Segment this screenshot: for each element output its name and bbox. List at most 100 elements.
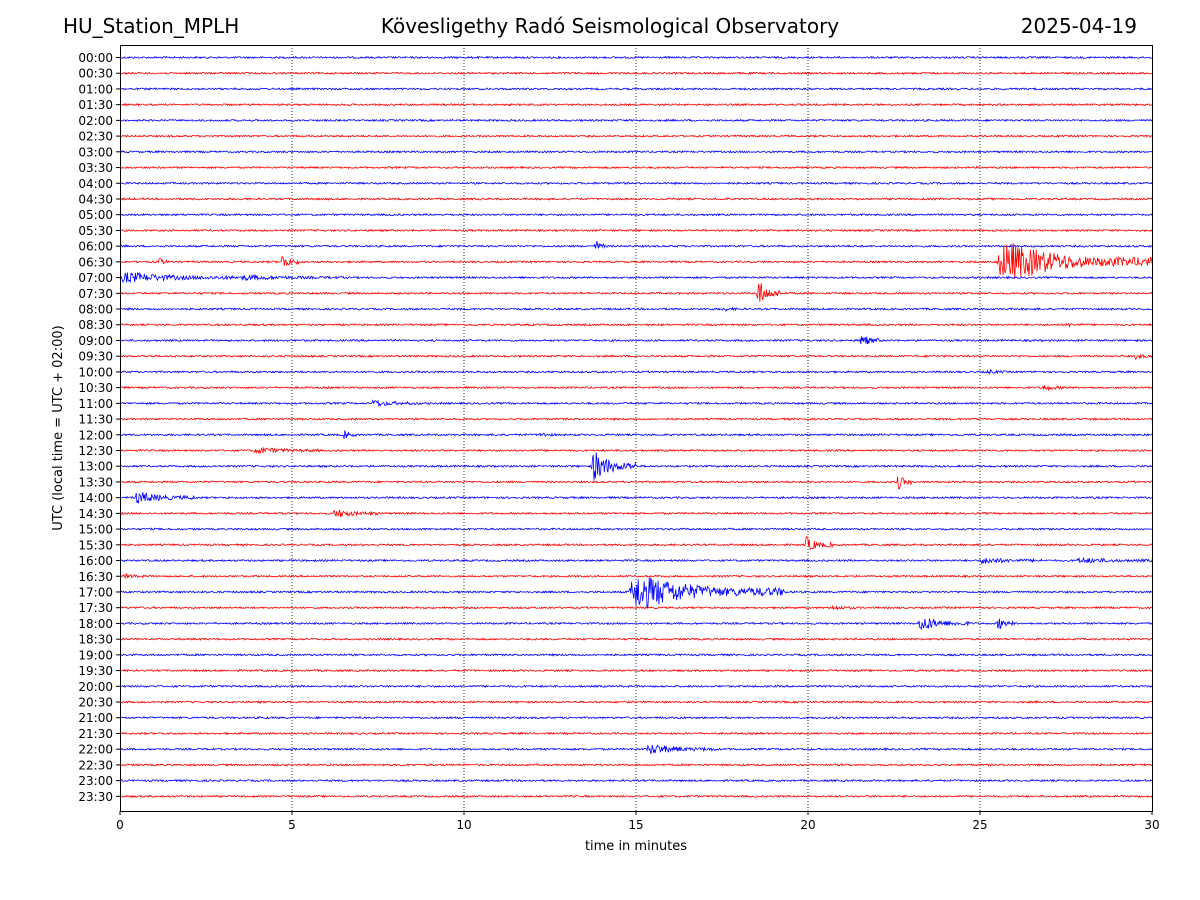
y-tick-label: 01:30 — [78, 98, 113, 112]
trace-1400 — [119, 492, 1153, 504]
y-tick-label: 08:00 — [78, 303, 113, 317]
y-tick-label: 05:30 — [78, 224, 113, 238]
y-tick-label: 15:30 — [78, 538, 113, 552]
trace-0630 — [119, 243, 1153, 279]
y-tick-label: 04:00 — [78, 177, 113, 191]
y-tick-label: 15:00 — [78, 523, 113, 537]
y-tick-label: 07:00 — [78, 271, 113, 285]
trace-1600 — [119, 556, 1153, 565]
trace-0930 — [119, 353, 1153, 361]
trace-2000 — [119, 684, 1153, 689]
trace-1930 — [119, 668, 1153, 673]
y-tick-label: 07:30 — [78, 287, 113, 301]
trace-2200 — [119, 744, 1153, 755]
x-tick-label: 30 — [1144, 818, 1159, 832]
y-tick-label: 06:30 — [78, 255, 113, 269]
trace-1030 — [119, 385, 1153, 392]
trace-1800 — [119, 617, 1153, 631]
trace-0130 — [119, 102, 1153, 107]
trace-0000 — [119, 55, 1153, 60]
y-tick-label: 00:00 — [78, 51, 113, 65]
x-tick-label: 15 — [628, 818, 643, 832]
seismic-traces — [119, 55, 1153, 799]
y-tick-label: 14:30 — [78, 507, 113, 521]
trace-1630 — [119, 572, 1153, 579]
trace-2100 — [119, 715, 1153, 720]
y-tick-label: 12:30 — [78, 444, 113, 458]
y-tick-label: 13:30 — [78, 475, 113, 489]
y-tick-label: 09:00 — [78, 334, 113, 348]
y-tick-label: 17:00 — [78, 585, 113, 599]
trace-1500 — [119, 527, 1153, 531]
y-tick-label: 12:00 — [78, 428, 113, 442]
trace-2130 — [119, 731, 1153, 736]
y-tick-label: 02:30 — [78, 130, 113, 144]
trace-0900 — [119, 336, 1153, 345]
trace-1830 — [119, 637, 1153, 642]
trace-0700 — [119, 271, 1153, 284]
y-tick-label: 00:30 — [78, 67, 113, 81]
y-tick-label: 16:30 — [78, 570, 113, 584]
trace-1100 — [119, 399, 1153, 407]
y-tick-label: 01:00 — [78, 82, 113, 96]
x-tick-label: 5 — [288, 818, 296, 832]
trace-0230 — [119, 134, 1153, 138]
trace-1430 — [119, 509, 1153, 517]
trace-1330 — [119, 476, 1153, 490]
y-tick-label: 21:30 — [78, 727, 113, 741]
trace-0330 — [119, 165, 1153, 170]
trace-0200 — [119, 118, 1153, 123]
y-tick-label: 22:30 — [78, 758, 113, 772]
trace-1200 — [119, 430, 1153, 439]
y-tick-label: 13:00 — [78, 460, 113, 474]
y-tick-label: 03:00 — [78, 145, 113, 159]
trace-0830 — [119, 322, 1153, 328]
y-tick-label: 21:00 — [78, 711, 113, 725]
y-tick-label: 20:00 — [78, 680, 113, 694]
y-tick-label: 20:30 — [78, 696, 113, 710]
trace-0600 — [119, 241, 1153, 249]
trace-0800 — [119, 306, 1153, 312]
y-tick-label: 05:00 — [78, 208, 113, 222]
trace-0730 — [119, 283, 1153, 302]
y-tick-label: 10:00 — [78, 365, 113, 379]
station-name: HU_Station_MPLH — [63, 14, 240, 38]
y-tick-label: 03:30 — [78, 161, 113, 175]
plot-frame — [120, 45, 1153, 812]
y-tick-label: 23:00 — [78, 774, 113, 788]
x-tick-label: 20 — [800, 818, 815, 832]
chart-date: 2025-04-19 — [1020, 14, 1137, 38]
y-tick-label: 18:30 — [78, 633, 113, 647]
y-tick-label: 16:00 — [78, 554, 113, 568]
x-tick-label: 25 — [972, 818, 987, 832]
trace-2030 — [119, 700, 1153, 704]
trace-1300 — [119, 452, 1153, 481]
y-tick-label: 17:30 — [78, 601, 113, 615]
trace-1130 — [119, 417, 1153, 421]
y-tick-label: 08:30 — [78, 318, 113, 332]
y-tick-label: 11:30 — [78, 413, 113, 427]
x-axis-ticks: 0 5 10 15 20 25 30 — [116, 811, 1160, 832]
trace-1700 — [119, 577, 1153, 609]
y-tick-label: 18:00 — [78, 617, 113, 631]
y-tick-label: 23:30 — [78, 790, 113, 804]
y-tick-label: 02:00 — [78, 114, 113, 128]
y-axis-label: UTC (local time = UTC + 02:00) — [51, 325, 66, 530]
x-axis-label: time in minutes — [585, 839, 687, 854]
trace-2330 — [119, 794, 1153, 799]
y-tick-label: 19:00 — [78, 648, 113, 662]
chart-title: Kövesligethy Radó Seismological Observat… — [380, 14, 840, 38]
trace-2230 — [119, 763, 1153, 767]
y-tick-label: 09:30 — [78, 350, 113, 364]
trace-0500 — [119, 212, 1153, 217]
trace-0030 — [119, 71, 1153, 76]
trace-1900 — [119, 652, 1153, 657]
y-tick-label: 19:30 — [78, 664, 113, 678]
y-tick-label: 11:00 — [78, 397, 113, 411]
trace-0400 — [119, 181, 1153, 186]
y-tick-label: 10:30 — [78, 381, 113, 395]
y-tick-label: 14:00 — [78, 491, 113, 505]
x-tick-label: 0 — [116, 818, 124, 832]
